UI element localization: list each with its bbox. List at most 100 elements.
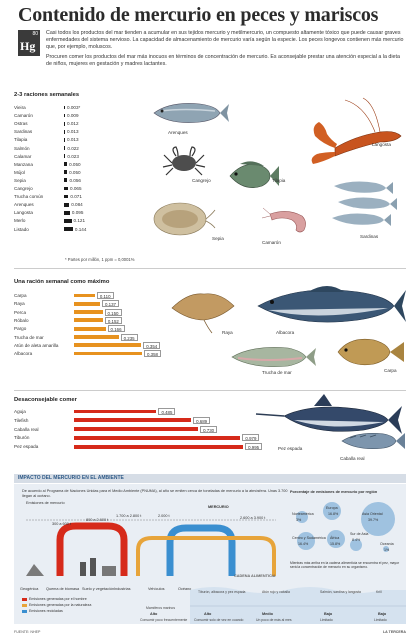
section-divider — [14, 390, 406, 391]
risk-animal: Atún rojo y caballa — [262, 590, 290, 594]
source-label: Vehículos — [148, 587, 165, 591]
region-name: Norteamérica — [292, 512, 314, 516]
bar-row: Atún de aleta amarilla 0.354 — [14, 341, 274, 349]
legend-label: Emisiones generadas por la naturaleza — [29, 603, 92, 607]
risk-level: Alto — [204, 612, 212, 616]
bar — [74, 427, 199, 431]
animal-label: Cangrejo — [192, 178, 211, 183]
bar-row: Raya 0.137 — [14, 300, 274, 308]
risk-animal: Tiburón, albacora y pez espada — [198, 590, 246, 594]
bar-row: Perca 0.150 — [14, 308, 274, 316]
animal-label: Tilapia — [272, 178, 286, 183]
bar-row: Trucha de mar 0.235 — [14, 333, 274, 341]
bar-row: Pargo 0.166 — [14, 325, 274, 333]
sea-trout-illustration — [231, 347, 316, 367]
bar — [64, 218, 72, 223]
intro-paragraph: Procuren comer los productos del mar más… — [46, 53, 400, 67]
bar — [64, 178, 68, 183]
animal-label: Trucha de mar — [262, 370, 292, 375]
bar-category-label: Pargo — [14, 326, 27, 332]
bar-value-label: 0.152 — [104, 316, 122, 324]
crab-illustration — [162, 146, 206, 176]
bar — [74, 444, 244, 449]
legend-swatch — [22, 609, 27, 613]
animal-label: Caballa real — [340, 456, 365, 461]
bar-row: Albacora 0.358 — [14, 350, 274, 358]
bar — [74, 418, 192, 423]
bar-value-label: 0.013 — [67, 137, 79, 143]
bar-value-label: 0.354 — [143, 341, 161, 349]
bar-row: Carpa 0.110 — [14, 292, 274, 299]
animal-label: Sardinas — [360, 234, 379, 239]
section-title-moderate: Una ración semanal como máximo — [14, 279, 110, 285]
bar-category-label: Vieira — [14, 105, 26, 110]
bar-row: Arenques 0.084 — [14, 201, 274, 208]
bar-row: Ostras 0.012 — [14, 120, 274, 127]
bar-row: Caballa real 0.730 — [14, 425, 274, 433]
bar-value-label: 0.013 — [67, 129, 79, 135]
region-pct: 15.8% — [330, 542, 341, 546]
legend-swatch — [22, 603, 27, 607]
bar-category-label: Sardinas — [14, 129, 33, 135]
timeline-value: 2.600 a 3.900 t — [240, 516, 266, 520]
bar-value-label: 0.023 — [67, 153, 79, 159]
source-label: Industrias — [114, 587, 131, 591]
element-symbol: Hg — [20, 39, 36, 53]
bar-row: Aguja 0.485 — [14, 408, 274, 415]
bar — [64, 137, 65, 142]
bar — [64, 194, 69, 199]
bar-category-label: Sepia — [14, 177, 26, 183]
emissions-label: Emisiones de mercurio — [26, 501, 65, 505]
bar-category-label: Tilapia — [14, 137, 28, 143]
mercury-cycle-diagram — [26, 519, 276, 576]
source-credit: FUENTE: NHEP — [14, 630, 41, 634]
bar-value-label: 0.144 — [74, 226, 87, 232]
bar-category-label: Langosta — [14, 210, 33, 216]
bar-row: Sardinas 0.013 — [14, 128, 274, 135]
bar — [74, 293, 95, 298]
impact-section-title: IMPACTO DEL MERCURIO EN EL AMBIENTE — [14, 474, 406, 483]
bar-value-label: 0.150 — [104, 308, 122, 316]
legend-natural: Emisiones generadas por la naturaleza — [22, 603, 91, 607]
bar — [64, 210, 70, 215]
region-pct: 8.4% — [352, 538, 361, 542]
lobster-illustration — [311, 97, 402, 164]
section-title-safe: 2-3 raciones semanales — [14, 92, 80, 98]
bar-row: Cangrejo 0.065 — [14, 185, 274, 192]
risk-animal: Mamíferos marinos — [146, 606, 176, 610]
region-bubbles — [296, 502, 395, 552]
timeline-value: 2.000 t — [158, 514, 170, 518]
region-name: Europa — [326, 506, 338, 510]
bar-category-label: Aguja — [14, 409, 26, 414]
king-mackerel-illustration — [341, 433, 405, 449]
bar-category-label: Perca — [14, 309, 27, 315]
region-pct: 3% — [296, 518, 302, 522]
mercury-label: MERCURIO — [208, 505, 229, 509]
bar-value-label: 0.012 — [67, 121, 79, 127]
bar-value-label: 0.110 — [96, 292, 114, 299]
animal-label: Carpa — [384, 368, 397, 373]
bar-category-label: Atún de aleta amarilla — [14, 342, 59, 348]
bar-value-label: 0.003* — [67, 105, 81, 110]
region-name: Centro y Sudamérica — [292, 536, 326, 540]
bar-value-label: 0.121 — [73, 218, 86, 224]
timeline-value: 800 a 2.600 t — [86, 518, 109, 522]
bar-category-label: Trucha de mar — [14, 334, 44, 340]
bar-category-label: Merlo — [14, 218, 26, 224]
bar — [64, 121, 65, 126]
carp-illustration — [337, 338, 404, 366]
bar-value-label: 0.730 — [200, 425, 218, 433]
swordfish-illustration — [255, 394, 402, 434]
region-note: Mientras más arriba en la cadena aliment… — [290, 561, 400, 570]
albacore-illustration — [257, 286, 406, 323]
bar — [64, 129, 65, 134]
bar-row: Salmón 0.022 — [14, 145, 274, 152]
risk-level: Bajo — [378, 612, 387, 616]
bar — [64, 186, 69, 191]
bar-value-label: 0.979 — [242, 434, 260, 442]
animal-label: Arenques — [168, 130, 188, 135]
bar-value-label: 0.485 — [158, 408, 176, 415]
bar-row: Mújol 0.050 — [14, 169, 274, 176]
bar-category-label: Manzana — [14, 161, 33, 167]
